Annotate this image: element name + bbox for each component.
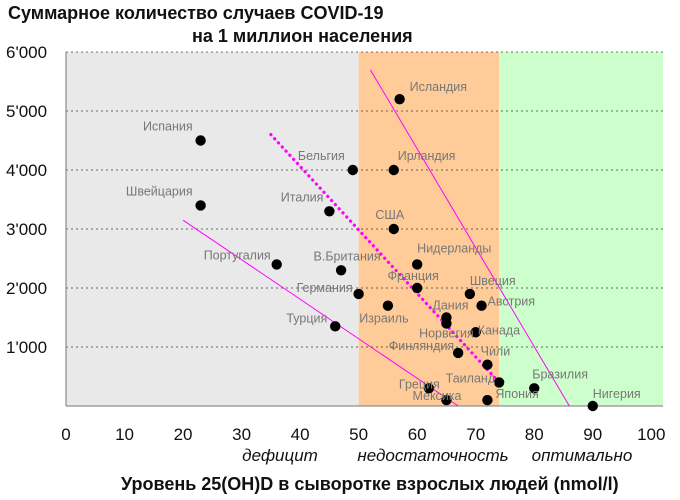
trend-line-1 (369, 69, 570, 407)
point-label: Португалия (204, 248, 271, 262)
point-label: Испания (143, 120, 193, 134)
trend-line-0 (269, 133, 501, 384)
point-label: Дания (432, 299, 468, 313)
chart-title-line-1: Суммарное количество случаев COVID-19 (8, 3, 384, 23)
point-label: Бразилия (532, 367, 588, 381)
point-labels: Исландия Испания Бельгия Ирландия Швейцария И… (126, 80, 641, 403)
data-point (382, 300, 394, 311)
data-point (529, 383, 540, 394)
point-label: Япония (495, 387, 538, 401)
zone-label: недостаточность (357, 446, 508, 465)
x-tick-label: 0 (61, 425, 70, 444)
x-tick-label: 20 (174, 425, 193, 444)
data-point (388, 164, 399, 176)
point-label: Канада (478, 323, 520, 337)
point-label: Израиль (359, 312, 408, 326)
y-tick-label: 1'000 (6, 338, 47, 357)
data-point (476, 300, 487, 311)
data-points (195, 94, 598, 412)
data-point (464, 288, 476, 300)
tick-labels: 0 10 20 30 40 50 60 70 80 90 100 1'000 2'000 3'000 4'0… (6, 43, 665, 444)
y-tick-label: 4'000 (6, 161, 47, 180)
point-label: Австрия (488, 295, 536, 309)
data-point (353, 288, 364, 300)
data-point (330, 321, 341, 332)
x-tick-label: 90 (583, 425, 602, 444)
data-point (324, 206, 335, 217)
point-label: В.Британия (314, 249, 381, 263)
x-tick-label: 30 (232, 425, 251, 444)
trend-lines (182, 69, 570, 407)
data-point (470, 327, 481, 338)
point-label: Италия (281, 190, 324, 204)
data-point (423, 383, 435, 394)
x-tick-label: 60 (408, 425, 427, 444)
data-point (482, 359, 493, 370)
data-point (195, 135, 206, 146)
x-tick-label: 10 (115, 425, 134, 444)
x-tick-label: 80 (525, 425, 544, 444)
data-point (482, 394, 493, 406)
data-point (452, 347, 464, 359)
point-label: Исландия (410, 80, 467, 94)
point-label: Мексика (412, 389, 461, 403)
x-axis-title: Уровень 25(OH)D в сыворотке взрослых люд… (121, 474, 619, 494)
data-point (411, 282, 423, 294)
trend-line-2 (182, 219, 459, 407)
data-point (388, 223, 399, 235)
x-tick-label: 70 (466, 425, 485, 444)
y-tick-label: 5'000 (6, 102, 47, 121)
point-label: Турция (286, 311, 327, 325)
zone-label: дефицит (242, 446, 318, 465)
zone-backgrounds (66, 52, 663, 406)
data-point (441, 394, 452, 406)
point-label: Чили (481, 345, 511, 359)
point-label: Германия (297, 281, 353, 295)
point-label: США (375, 208, 404, 222)
point-label: Норвегия (419, 326, 474, 340)
point-label: Таиланд (446, 371, 496, 385)
point-label: Бельгия (298, 149, 345, 163)
y-tick-label: 2'000 (6, 279, 47, 298)
point-label: Ирландия (398, 149, 456, 163)
point-label: Франция (388, 269, 439, 283)
x-tick-label: 50 (349, 425, 368, 444)
x-tick-label: 40 (291, 425, 310, 444)
data-point (335, 265, 347, 276)
axes (65, 52, 663, 407)
zone-label: оптимально (532, 446, 633, 465)
point-label: Греция (399, 377, 440, 391)
data-point (195, 200, 206, 211)
data-point (271, 259, 282, 270)
data-point (493, 377, 505, 388)
point-label: Нидерланды (417, 241, 491, 255)
chart-title-line-2: на 1 миллион населения (192, 26, 413, 46)
point-label: Нигерия (593, 387, 641, 401)
data-point (394, 94, 405, 105)
x-tick-label: 100 (637, 425, 665, 444)
point-label: Финляндия (389, 339, 454, 353)
data-point (411, 259, 423, 270)
zone-labels: дефицит недостаточность оптимально (242, 446, 632, 465)
y-tick-label: 3'000 (6, 220, 47, 239)
data-point (347, 164, 358, 176)
data-point (441, 318, 452, 329)
point-label: Швеция (470, 274, 516, 288)
point-label: Швейцария (126, 184, 193, 198)
y-tick-label: 6'000 (6, 43, 47, 62)
data-point (587, 400, 598, 412)
